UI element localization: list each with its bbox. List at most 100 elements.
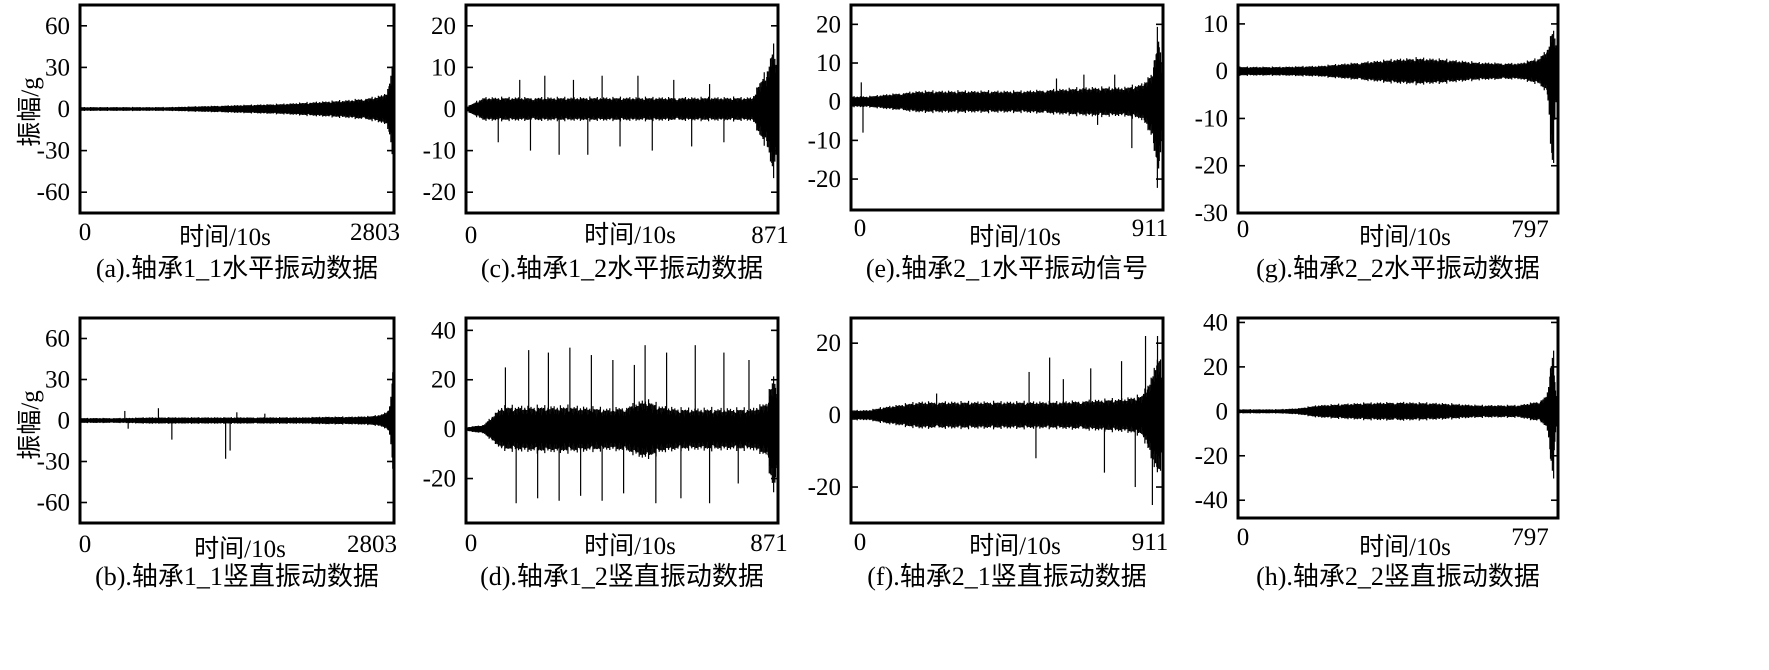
- panel-e-group: [849, 3, 1165, 212]
- panel-d-group: [464, 316, 780, 525]
- panel-c-caption: (c).轴承1_2水平振动数据: [481, 254, 763, 283]
- panel-f-ytick-label-0: 20: [816, 330, 841, 357]
- panel-h-xlabel: 时间/10s: [1359, 533, 1451, 561]
- panel-g-caption: (g).轴承2_2水平振动数据: [1256, 254, 1540, 283]
- panel-a-ytick-label-1: 30: [45, 54, 70, 81]
- panel-e-signal-group: [851, 26, 1163, 188]
- panel-a-ytick-label-4: -60: [37, 179, 70, 206]
- panel-c-series-0: [466, 43, 778, 179]
- panel-c-xtick-label-end: 871: [751, 222, 789, 249]
- panel-h-xtick-label-end: 797: [1511, 524, 1549, 551]
- panel-g-ytick-label-2: -10: [1195, 105, 1228, 132]
- panel-b-ytick-label-1: 30: [45, 367, 70, 394]
- panel-d-signal-group: [466, 345, 778, 504]
- panel-c-signal-group: [466, 43, 778, 179]
- panel-d-caption: (d).轴承1_2竖直振动数据: [480, 562, 764, 591]
- panel-d-xtick-label-start: 0: [465, 530, 478, 557]
- panel-c-ytick-label-4: -20: [423, 179, 456, 206]
- panel-g-xlabel: 时间/10s: [1359, 223, 1451, 251]
- panel-h-caption: (h).轴承2_2竖直振动数据: [1256, 562, 1540, 591]
- panel-f-xtick-label-start: 0: [854, 529, 867, 556]
- panel-h-ytick-label-2: 0: [1216, 398, 1229, 425]
- panel-d-series-0: [466, 376, 778, 493]
- panel-f-caption: (f).轴承2_1竖直振动数据: [867, 562, 1146, 591]
- panel-f-xtick-label-end: 911: [1132, 529, 1169, 556]
- panel-b-xtick-label-end: 2803: [347, 531, 397, 558]
- panel-h-ytick-label-1: 20: [1203, 354, 1228, 381]
- panel-e-xtick-label-end: 911: [1132, 215, 1169, 242]
- panel-g-ytick-label-1: 0: [1216, 58, 1229, 85]
- panel-g-ytick-label-0: 10: [1203, 11, 1228, 38]
- panel-e-ytick-label-0: 20: [816, 11, 841, 38]
- panel-f-frame: [849, 316, 1165, 525]
- panel-g-frame: [1236, 3, 1560, 215]
- panel-d-ytick-label-3: -20: [423, 466, 456, 493]
- panel-b-series-0: [80, 372, 394, 469]
- panel-d-ytick-label-2: 0: [444, 416, 457, 443]
- panel-b-signal-group: [80, 372, 394, 469]
- panel-a-signal-group: [80, 66, 394, 156]
- panel-h-signal-group: [1238, 350, 1558, 479]
- panel-c-ytick-label-2: 0: [444, 96, 457, 123]
- panel-d-xtick-label-end: 871: [750, 530, 788, 557]
- panel-b-ytick-label-4: -60: [37, 490, 70, 517]
- panel-a-ytick-label-0: 60: [45, 13, 70, 40]
- panel-g-signal-group: [1238, 30, 1558, 164]
- ylabel-row1: 振幅/g: [16, 77, 44, 147]
- panel-g-xtick-label-end: 797: [1511, 216, 1549, 243]
- panel-f-ytick-label-1: 0: [829, 402, 842, 429]
- panel-g-ytick-label-4: -30: [1195, 200, 1228, 227]
- panel-b-caption: (b).轴承1_1竖直振动数据: [95, 562, 379, 591]
- panel-f-xlabel: 时间/10s: [969, 532, 1061, 560]
- panel-h-ytick-label-4: -40: [1195, 487, 1228, 514]
- panel-f-series-0: [851, 359, 1163, 473]
- panel-e-ytick-label-2: 0: [829, 89, 842, 116]
- panel-d-xlabel: 时间/10s: [584, 532, 676, 560]
- panel-b-ytick-label-2: 0: [58, 408, 71, 435]
- panel-c-ytick-label-3: -10: [423, 138, 456, 165]
- panel-h-ytick-label-3: -20: [1195, 443, 1228, 470]
- panel-a-group: [78, 3, 396, 215]
- panel-e-xtick-label-start: 0: [854, 215, 867, 242]
- panel-a-ytick-label-3: -30: [37, 138, 70, 165]
- panel-g-group: [1236, 3, 1560, 215]
- panel-c-group: [464, 3, 780, 215]
- panel-h-frame: [1236, 316, 1560, 520]
- panel-h-ytick-label-0: 40: [1203, 309, 1228, 336]
- panel-d-frame: [464, 316, 780, 525]
- panel-e-ytick-label-3: -10: [808, 127, 841, 154]
- panel-b-xtick-label-start: 0: [79, 531, 92, 558]
- panel-e-ytick-label-1: 10: [816, 50, 841, 77]
- panel-c-xtick-label-start: 0: [465, 222, 478, 249]
- panel-g-series-0: [1238, 30, 1558, 164]
- panel-a-xlabel: 时间/10s: [179, 223, 271, 251]
- panel-g-xtick-label-start: 0: [1237, 216, 1250, 243]
- panel-c-xlabel: 时间/10s: [584, 221, 676, 249]
- panel-e-frame: [849, 3, 1165, 212]
- panel-f-signal-group: [851, 335, 1163, 506]
- panel-a-xtick-label-start: 0: [79, 219, 92, 246]
- panel-e-series-0: [851, 26, 1163, 188]
- panel-g-ytick-label-3: -20: [1195, 153, 1228, 180]
- panel-a-series-0: [80, 66, 394, 156]
- panel-a-ytick-label-2: 0: [58, 96, 71, 123]
- panel-b-ytick-label-0: 60: [45, 326, 70, 353]
- panel-h-xtick-label-start: 0: [1237, 524, 1250, 551]
- panel-h-series-0: [1238, 350, 1558, 479]
- panel-e-xlabel: 时间/10s: [969, 223, 1061, 251]
- panel-c-ytick-label-0: 20: [431, 13, 456, 40]
- panel-f-group: [849, 316, 1165, 525]
- panel-b-group: [78, 316, 396, 525]
- panel-e-ytick-label-4: -20: [808, 166, 841, 193]
- panel-e-caption: (e).轴承2_1水平振动信号: [866, 254, 1148, 283]
- panel-b-xlabel: 时间/10s: [194, 535, 286, 563]
- panel-b-ytick-label-3: -30: [37, 449, 70, 476]
- panel-h-group: [1236, 316, 1560, 520]
- panel-c-ytick-label-1: 10: [431, 54, 456, 81]
- panel-a-xtick-label-end: 2803: [350, 219, 400, 246]
- panel-f-ytick-label-2: -20: [808, 474, 841, 501]
- panel-a-caption: (a).轴承1_1水平振动数据: [96, 254, 378, 283]
- panel-d-ytick-label-1: 20: [431, 367, 456, 394]
- ylabel-row2: 振幅/g: [16, 390, 44, 460]
